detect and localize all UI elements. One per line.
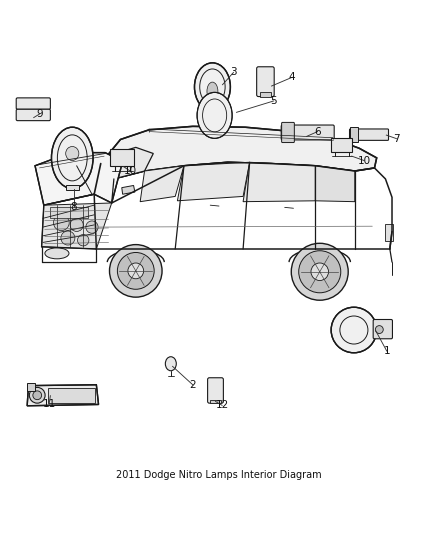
Polygon shape bbox=[177, 162, 250, 201]
Polygon shape bbox=[42, 203, 112, 249]
FancyBboxPatch shape bbox=[257, 67, 274, 96]
Polygon shape bbox=[101, 126, 377, 179]
Circle shape bbox=[291, 243, 348, 300]
Bar bbox=[110, 149, 134, 166]
Ellipse shape bbox=[207, 82, 218, 101]
Bar bbox=[27, 383, 35, 391]
Bar bbox=[385, 223, 393, 241]
Circle shape bbox=[299, 251, 341, 293]
Ellipse shape bbox=[194, 63, 230, 111]
Text: 2: 2 bbox=[189, 379, 196, 390]
Circle shape bbox=[61, 231, 75, 245]
Text: 1: 1 bbox=[383, 346, 390, 356]
Circle shape bbox=[331, 307, 377, 353]
Text: 2011 Dodge Nitro Lamps Interior Diagram: 2011 Dodge Nitro Lamps Interior Diagram bbox=[116, 470, 322, 480]
Text: 8: 8 bbox=[70, 202, 77, 212]
Polygon shape bbox=[35, 152, 123, 205]
Text: 4: 4 bbox=[289, 72, 296, 82]
FancyBboxPatch shape bbox=[208, 378, 223, 403]
Circle shape bbox=[110, 245, 162, 297]
Bar bbox=[331, 138, 352, 152]
Bar bbox=[350, 127, 358, 142]
Polygon shape bbox=[101, 147, 153, 179]
Text: 6: 6 bbox=[314, 127, 321, 136]
Circle shape bbox=[128, 263, 144, 279]
FancyBboxPatch shape bbox=[373, 319, 392, 339]
Polygon shape bbox=[315, 166, 355, 201]
Circle shape bbox=[70, 219, 83, 231]
Bar bbox=[260, 92, 271, 96]
Ellipse shape bbox=[166, 357, 176, 371]
FancyBboxPatch shape bbox=[16, 109, 50, 120]
Polygon shape bbox=[27, 385, 99, 406]
FancyBboxPatch shape bbox=[350, 129, 389, 140]
Ellipse shape bbox=[66, 147, 79, 160]
Text: 7: 7 bbox=[393, 134, 400, 143]
Text: 10: 10 bbox=[357, 156, 371, 166]
Bar bbox=[210, 400, 221, 403]
Text: 11: 11 bbox=[42, 399, 56, 409]
Text: 5: 5 bbox=[270, 96, 277, 106]
Ellipse shape bbox=[197, 92, 232, 139]
Circle shape bbox=[29, 387, 45, 403]
Circle shape bbox=[53, 215, 69, 231]
Text: 12: 12 bbox=[215, 400, 229, 410]
FancyBboxPatch shape bbox=[282, 123, 294, 142]
Bar bbox=[48, 388, 95, 403]
Circle shape bbox=[311, 263, 328, 280]
Polygon shape bbox=[122, 185, 135, 194]
Text: 10: 10 bbox=[124, 166, 137, 176]
Ellipse shape bbox=[52, 127, 93, 189]
Text: 3: 3 bbox=[230, 68, 237, 77]
Circle shape bbox=[86, 221, 98, 233]
Polygon shape bbox=[66, 185, 79, 190]
Circle shape bbox=[78, 235, 89, 246]
Bar bbox=[50, 207, 88, 219]
Polygon shape bbox=[243, 162, 315, 201]
Circle shape bbox=[33, 391, 42, 400]
FancyBboxPatch shape bbox=[16, 98, 50, 109]
Circle shape bbox=[117, 253, 154, 289]
Circle shape bbox=[375, 326, 383, 334]
Polygon shape bbox=[140, 166, 184, 201]
Text: 9: 9 bbox=[36, 109, 43, 119]
Ellipse shape bbox=[45, 248, 69, 259]
FancyBboxPatch shape bbox=[281, 125, 334, 140]
